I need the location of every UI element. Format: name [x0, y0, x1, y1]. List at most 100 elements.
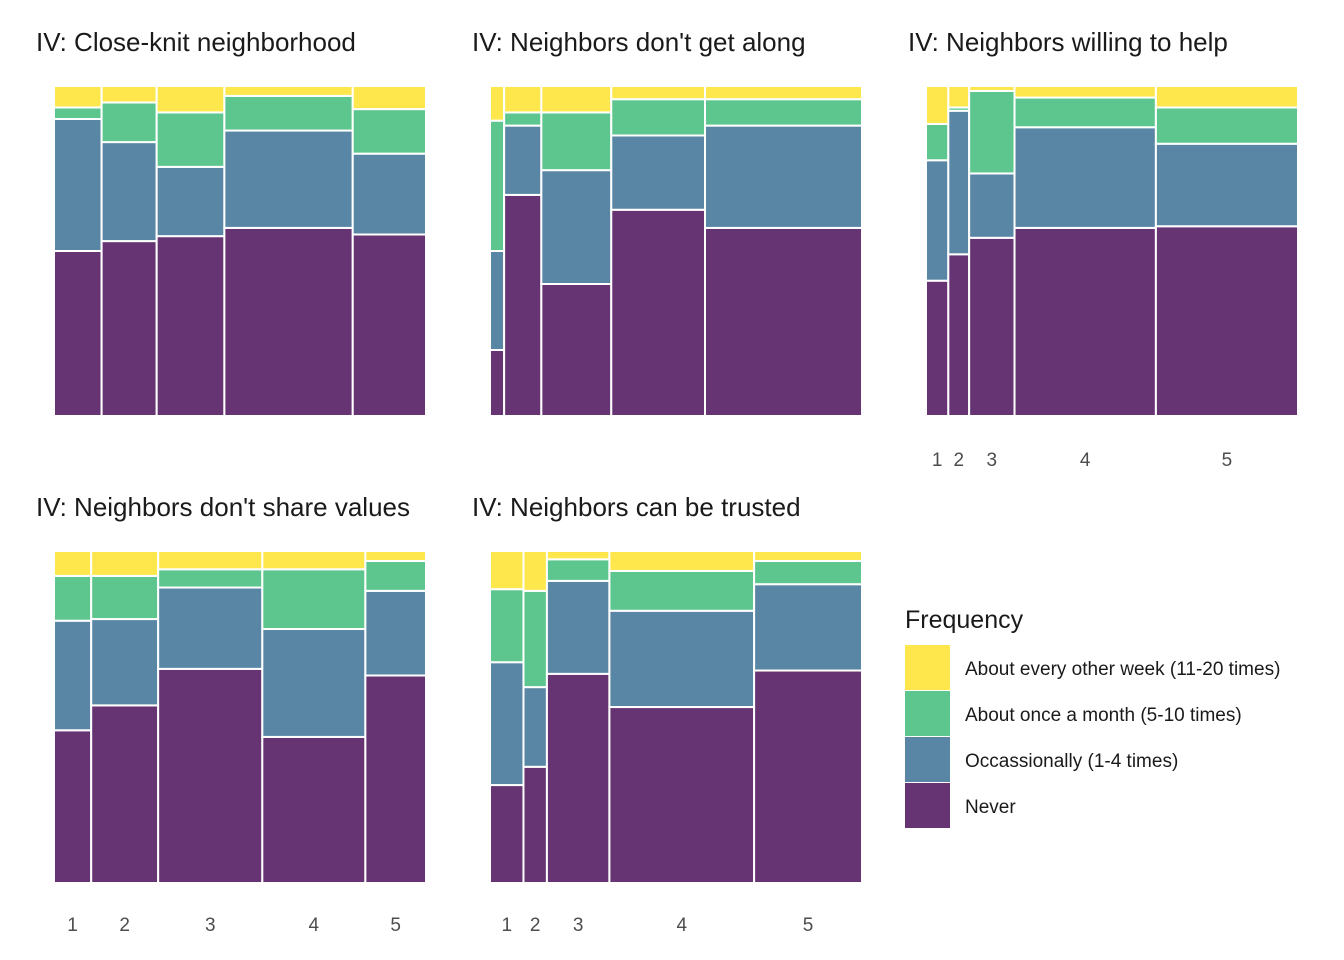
legend-title: Frequency: [905, 606, 1024, 634]
mosaic-tile-cat1-about-once-a-month-5-10-times: [53, 574, 93, 622]
mosaic-tile-cat1-about-once-a-month-5-10-times: [489, 119, 506, 253]
mosaic-tile-cat1-about-every-other-week-11-20-times: [489, 85, 506, 122]
x-tick-label: 4: [1080, 450, 1091, 471]
mosaic-tile-cat1-occassionally-1-4-times: [53, 619, 93, 732]
mosaic-tile-cat4-occassionally-1-4-times: [608, 609, 756, 709]
mosaic-tile-cat1-about-once-a-month-5-10-times: [925, 122, 950, 162]
mosaic-tile-cat5-never: [364, 674, 428, 884]
mosaic-tile-cat1-never: [489, 349, 506, 417]
mosaic-tile-cat4-occassionally-1-4-times: [261, 628, 367, 738]
panel-dont-share-values: 1 2 3 4 5: [53, 550, 428, 936]
mosaic-tile-cat2-about-every-other-week-11-20-times: [90, 550, 160, 577]
mosaic-tile-cat5-about-every-other-week-11-20-times: [704, 85, 863, 101]
mosaic-tile-cat3-about-once-a-month-5-10-times: [968, 89, 1016, 175]
mosaic-tile-cat2-occassionally-1-4-times: [947, 109, 971, 256]
mosaic-tile-cat1-never: [53, 729, 93, 885]
mosaic-tile-cat3-occassionally-1-4-times: [545, 579, 611, 675]
mosaic-tile-cat1-about-once-a-month-5-10-times: [489, 588, 525, 664]
x-tick-label: 3: [987, 450, 998, 471]
mosaic-tile-cat3-about-once-a-month-5-10-times: [157, 568, 264, 589]
x-tick-label: 4: [309, 915, 320, 936]
mosaic-tile-cat5-about-every-other-week-11-20-times: [351, 85, 427, 111]
panel-close-knit: [53, 85, 427, 417]
panel-title: IV: Neighbors can be trusted: [472, 492, 801, 522]
x-tick-label: 1: [501, 915, 512, 936]
mosaic-tile-cat5-never: [704, 226, 863, 417]
legend-label: About every other week (11-20 times): [965, 659, 1280, 680]
mosaic-tile-cat3-about-once-a-month-5-10-times: [545, 558, 611, 582]
legend-swatch-occasionally: [905, 737, 950, 782]
mosaic-tile-cat5-about-every-other-week-11-20-times: [364, 550, 428, 562]
panel-title: IV: Neighbors don't get along: [472, 27, 806, 57]
x-tick-label: 3: [573, 915, 584, 936]
mosaic-tile-cat4-about-every-other-week-11-20-times: [1013, 85, 1157, 99]
mosaic-tile-cat2-never: [947, 253, 971, 417]
mosaic-tile-cat5-about-once-a-month-5-10-times: [364, 559, 428, 592]
mosaic-tile-cat2-about-every-other-week-11-20-times: [947, 85, 971, 109]
mosaic-tile-cat2-occassionally-1-4-times: [522, 686, 548, 768]
panel-dont-get-along: [489, 85, 863, 417]
mosaic-tile-cat2-about-once-a-month-5-10-times: [90, 574, 160, 621]
mosaic-tile-cat4-about-every-other-week-11-20-times: [608, 550, 756, 572]
mosaic-tile-cat3-occassionally-1-4-times: [157, 586, 264, 670]
legend: Frequency About every other week (11-20 …: [905, 606, 1280, 828]
mosaic-tile-cat3-never: [545, 672, 611, 885]
mosaic-tile-cat3-occassionally-1-4-times: [155, 165, 226, 238]
mosaic-tile-cat1-about-every-other-week-11-20-times: [53, 85, 103, 109]
mosaic-tile-cat3-never: [968, 236, 1016, 417]
x-tick-label: 2: [119, 915, 130, 936]
legend-label: Never: [965, 797, 1016, 818]
mosaic-tile-cat4-occassionally-1-4-times: [1013, 126, 1157, 229]
mosaic-tile-cat4-never: [608, 706, 756, 884]
mosaic-tile-cat3-never: [157, 667, 264, 884]
x-tick-label: 2: [953, 450, 964, 471]
mosaic-tile-cat4-about-once-a-month-5-10-times: [261, 568, 367, 631]
mosaic-tile-cat5-occassionally-1-4-times: [1154, 142, 1299, 228]
panel-title: IV: Close-knit neighborhood: [36, 27, 356, 57]
mosaic-tile-cat2-never: [522, 765, 548, 884]
mosaic-tile-cat1-occassionally-1-4-times: [925, 159, 950, 282]
mosaic-tile-cat4-occassionally-1-4-times: [223, 129, 354, 229]
mosaic-tile-cat5-occassionally-1-4-times: [704, 124, 863, 229]
x-tick-label: 2: [530, 915, 541, 936]
mosaic-tile-cat1-occassionally-1-4-times: [53, 118, 103, 252]
mosaic-tile-cat1-about-every-other-week-11-20-times: [489, 550, 525, 591]
x-tick-label: 1: [932, 450, 943, 471]
legend-label: Occassionally (1-4 times): [965, 751, 1178, 772]
mosaic-tile-cat1-occassionally-1-4-times: [489, 250, 506, 351]
mosaic-tile-cat2-never: [100, 240, 158, 417]
mosaic-tile-cat5-about-every-other-week-11-20-times: [1154, 85, 1299, 109]
mosaic-tile-cat4-about-once-a-month-5-10-times: [610, 98, 707, 137]
mosaic-tile-cat5-about-once-a-month-5-10-times: [704, 98, 863, 127]
mosaic-tile-cat3-occassionally-1-4-times: [540, 169, 613, 285]
mosaic-tile-cat4-never: [1013, 226, 1157, 417]
mosaic-tile-cat3-about-every-other-week-11-20-times: [540, 85, 613, 114]
x-tick-label: 5: [1222, 450, 1233, 471]
mosaic-tile-cat2-never: [503, 193, 543, 417]
mosaic-tile-cat5-about-once-a-month-5-10-times: [1154, 106, 1299, 145]
mosaic-tile-cat2-occassionally-1-4-times: [100, 141, 158, 243]
mosaic-tile-cat3-about-every-other-week-11-20-times: [157, 550, 264, 571]
mosaic-tile-cat4-about-every-other-week-11-20-times: [223, 85, 354, 97]
mosaic-tile-cat4-about-every-other-week-11-20-times: [261, 550, 367, 571]
x-tick-label: 3: [205, 915, 216, 936]
panel-title: IV: Neighbors don't share values: [36, 492, 410, 522]
mosaic-tile-cat1-never: [53, 250, 103, 417]
mosaic-tile-cat1-occassionally-1-4-times: [489, 661, 525, 787]
legend-swatch-never: [905, 783, 950, 828]
mosaic-tile-cat3-about-once-a-month-5-10-times: [540, 111, 613, 172]
mosaic-tile-cat5-occassionally-1-4-times: [364, 589, 428, 677]
mosaic-tile-cat5-occassionally-1-4-times: [753, 583, 863, 672]
mosaic-tile-cat5-about-once-a-month-5-10-times: [351, 108, 427, 155]
mosaic-tile-cat1-never: [489, 784, 525, 884]
mosaic-tile-cat5-never: [351, 233, 427, 417]
mosaic-tile-cat4-never: [610, 208, 707, 417]
mosaic-tile-cat4-about-once-a-month-5-10-times: [223, 94, 354, 132]
mosaic-tile-cat3-occassionally-1-4-times: [968, 172, 1016, 239]
x-tick-label: 4: [676, 915, 687, 936]
mosaic-tile-cat3-about-every-other-week-11-20-times: [545, 550, 611, 561]
mosaic-tile-cat1-never: [925, 279, 950, 418]
mosaic-tile-cat3-about-every-other-week-11-20-times: [968, 85, 1016, 92]
